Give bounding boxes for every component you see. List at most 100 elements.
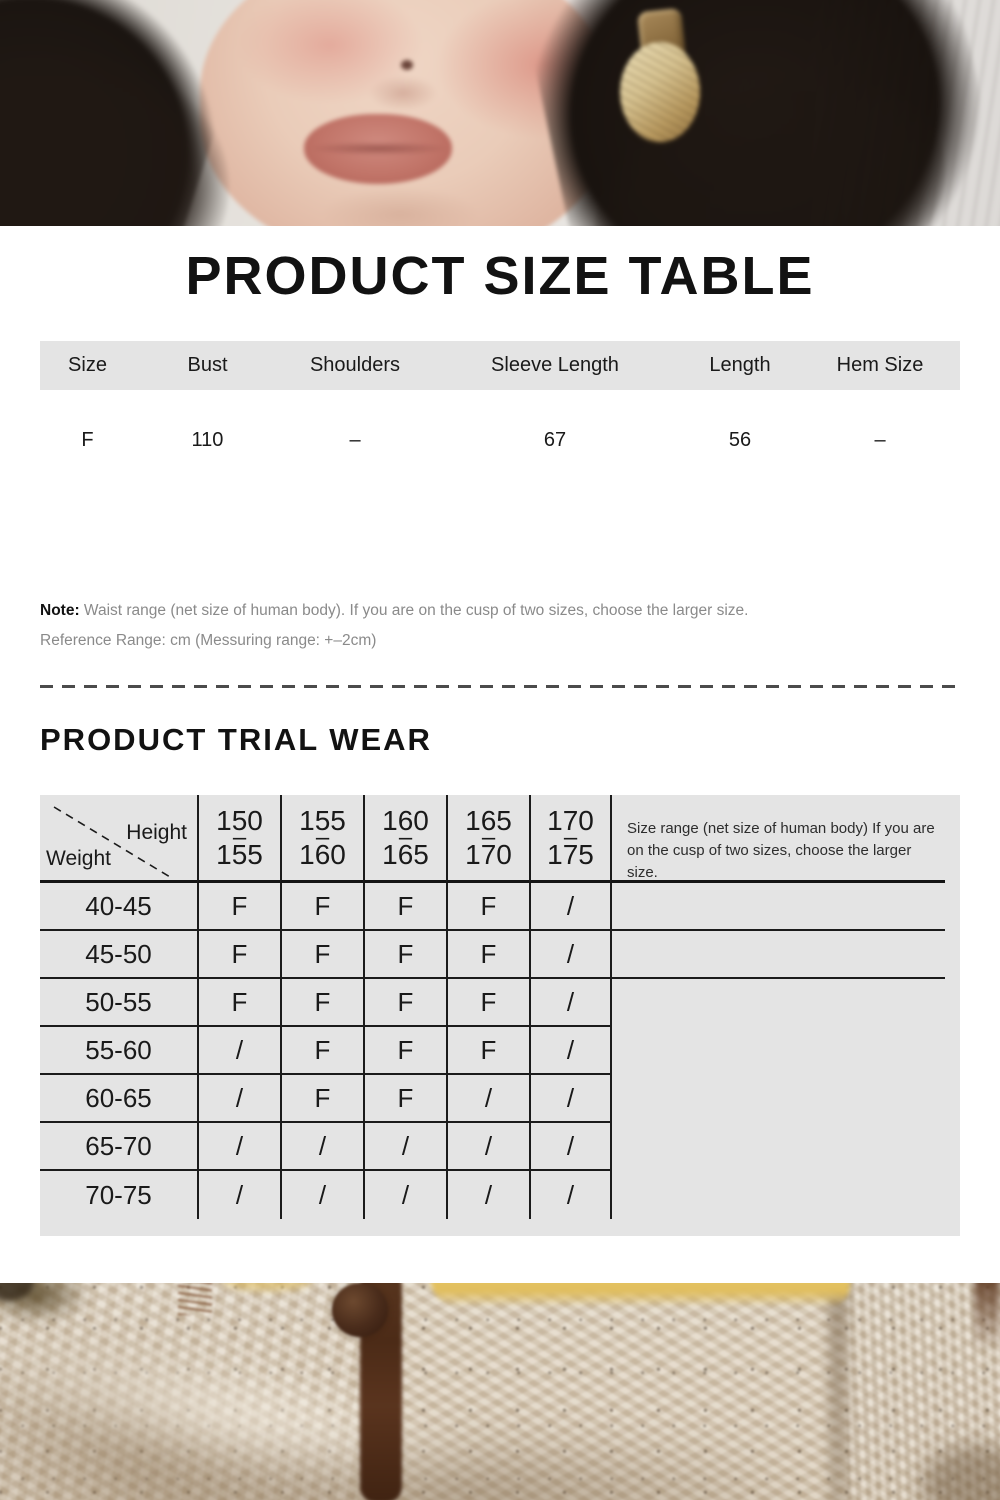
diagonal-dashed-line (53, 806, 171, 878)
height-column-header: 170–175 (529, 795, 610, 883)
trial-cell: F (363, 883, 446, 931)
note-column-empty-cell (610, 883, 945, 931)
trial-cell: / (529, 1075, 610, 1123)
trial-cell: F (446, 883, 529, 931)
note-block: Note: Waist range (net size of human bod… (40, 596, 940, 656)
trial-cell: / (529, 1027, 610, 1075)
trial-cell: / (446, 1123, 529, 1171)
hair-wisps (810, 0, 1000, 226)
height-range-top: 170 (547, 805, 594, 836)
trial-cell: F (446, 931, 529, 979)
nostril (401, 60, 413, 70)
height-range-top: 150 (216, 805, 263, 836)
trial-wear-title: PRODUCT TRIAL WEAR (40, 722, 432, 757)
weight-row-label: 60-65 (40, 1075, 197, 1123)
trial-cell: F (197, 883, 280, 931)
height-range-top: 165 (465, 805, 512, 836)
height-column-header: 150–155 (197, 795, 280, 883)
weight-row-label: 65-70 (40, 1123, 197, 1171)
trial-wear-grid: Height Weight 150–155 155–160 160–165 16… (40, 795, 945, 1219)
size-header-cell: Length (709, 354, 771, 376)
model-photo-art (0, 0, 1000, 226)
trial-cell: / (529, 1171, 610, 1219)
height-label: Height (126, 821, 187, 844)
trial-cell: F (280, 883, 363, 931)
trial-cell: / (280, 1171, 363, 1219)
size-value-cell: – (874, 428, 886, 451)
height-column-header: 165–170 (446, 795, 529, 883)
nose-shadow (368, 75, 438, 111)
height-range-bottom: 160 (299, 839, 346, 870)
right-edge-dark-streak (974, 1283, 1000, 1361)
height-range-top: 155 (299, 805, 346, 836)
trial-cell: F (363, 931, 446, 979)
earring-disc (620, 42, 700, 142)
trial-cell: / (446, 1075, 529, 1123)
trial-cell: F (363, 1027, 446, 1075)
weight-row-label: 50-55 (40, 979, 197, 1027)
weight-row-label: 45-50 (40, 931, 197, 979)
size-value-cell: – (349, 428, 361, 451)
size-header-cell: Shoulders (309, 354, 401, 376)
trial-cell: F (446, 1027, 529, 1075)
trial-cell: / (446, 1171, 529, 1219)
weight-row-label: 55-60 (40, 1027, 197, 1075)
hair-strand-on-fabric (178, 1283, 212, 1315)
note-label: Note: (40, 602, 80, 619)
trial-cell: / (197, 1027, 280, 1075)
blush-left (235, 0, 425, 105)
height-range-bottom: 170 (465, 839, 512, 870)
trial-cell: / (529, 979, 610, 1027)
size-header-cell: Sleeve Length (491, 354, 619, 376)
sleeve-seam-shadow (828, 1283, 848, 1500)
trial-cell: / (529, 1123, 610, 1171)
height-range-bottom: 165 (382, 839, 429, 870)
height-weight-corner-cell: Height Weight (40, 795, 197, 883)
trial-cell: / (363, 1171, 446, 1219)
lip-line (312, 142, 446, 155)
trial-cell: F (280, 979, 363, 1027)
trial-cell: / (197, 1075, 280, 1123)
chin-shadow (320, 186, 480, 226)
trial-cell: F (363, 979, 446, 1027)
model-photo (0, 0, 1000, 226)
size-value-cell: F (81, 428, 94, 451)
reference-range-text: Reference Range: cm (Messuring range: +–… (40, 632, 377, 649)
height-column-header: 160–165 (363, 795, 446, 883)
size-table-data-row: F 110 – 67 56 – (40, 416, 960, 464)
trial-cell: F (197, 931, 280, 979)
size-table-header-row: Size Bust Shoulders Sleeve Length Length… (40, 341, 960, 390)
note-line: Note: Waist range (net size of human bod… (40, 596, 940, 626)
page-title: PRODUCT SIZE TABLE (185, 246, 815, 306)
trial-cell: F (280, 1075, 363, 1123)
height-range-top: 160 (382, 805, 429, 836)
trial-cell: F (280, 1027, 363, 1075)
size-table: Size Bust Shoulders Sleeve Length Length… (40, 341, 960, 464)
size-header-cell: Hem Size (836, 354, 924, 376)
size-range-note: Size range (net size of human body) If y… (610, 795, 945, 883)
trial-cell: F (280, 931, 363, 979)
trial-cell: F (197, 979, 280, 1027)
trial-cell: / (363, 1123, 446, 1171)
size-value-cell: 67 (543, 428, 567, 451)
cardigan-button (332, 1283, 388, 1337)
trial-cell: / (197, 1171, 280, 1219)
height-range-bottom: 175 (547, 839, 594, 870)
size-header-cell: Size (68, 354, 107, 376)
height-range-bottom: 155 (216, 839, 263, 870)
weight-label: Weight (46, 847, 111, 870)
size-value-cell: 56 (728, 428, 752, 451)
yellow-stripe (430, 1283, 850, 1307)
weight-row-label: 70-75 (85, 1179, 152, 1210)
height-column-header: 155–160 (280, 795, 363, 883)
weight-row-label: 40-45 (40, 883, 197, 931)
size-value-cell: 110 (191, 428, 224, 451)
trial-cell: F (363, 1075, 446, 1123)
note-column-merged-cell (610, 979, 945, 1219)
fabric-photo (0, 1283, 1000, 1500)
note-text: Waist range (net size of human body). If… (79, 602, 749, 619)
size-header-cell: Bust (187, 354, 228, 376)
note-column-empty-cell (610, 931, 945, 979)
yellow-stripe-fleck (222, 1283, 312, 1291)
